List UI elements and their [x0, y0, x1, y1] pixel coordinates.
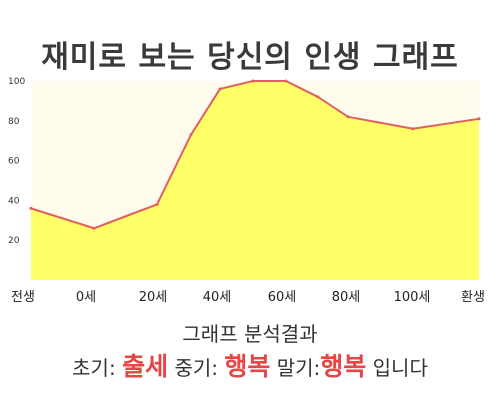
x-tick-label: 40세 — [203, 290, 232, 305]
middle-value: 행복 — [224, 352, 271, 381]
early-value: 출세 — [122, 352, 169, 381]
y-tick-label: 20 — [8, 236, 20, 246]
x-tick-label: 20세 — [139, 290, 168, 305]
analysis-result: 초기: 출세 중기: 행복 말기:행복 입니다 — [0, 347, 500, 383]
data-point — [155, 202, 159, 206]
analysis-heading: 그래프 분석결과 — [182, 322, 318, 346]
data-point — [284, 79, 288, 83]
data-point — [189, 133, 193, 137]
x-tick-label: 0세 — [76, 290, 96, 305]
y-tick-label: 40 — [8, 196, 20, 206]
data-point — [477, 117, 481, 121]
data-point — [92, 226, 96, 230]
data-point — [316, 95, 320, 99]
x-tick-label: 80세 — [332, 290, 361, 305]
y-tick-label: 60 — [8, 157, 20, 167]
y-tick-label: 80 — [8, 117, 20, 127]
ending-text: 입니다 — [372, 356, 428, 380]
data-point — [411, 127, 415, 131]
late-label: 말기: — [276, 356, 321, 380]
x-tick-label: 60세 — [268, 290, 297, 305]
x-tick-label: 환생 — [461, 290, 485, 305]
area-fill — [31, 81, 479, 280]
data-point — [251, 79, 255, 83]
middle-label: 중기: — [174, 356, 218, 380]
data-point — [218, 87, 222, 91]
x-tick-label: 전생 — [11, 290, 35, 305]
chart-title: 재미로 보는 당신의 인생 그래프 — [41, 40, 459, 75]
data-point — [29, 206, 33, 210]
x-tick-label: 100세 — [394, 290, 431, 305]
early-label: 초기: — [72, 356, 116, 380]
data-point — [346, 115, 350, 119]
late-value: 행복 — [320, 352, 367, 381]
y-tick-label: 100 — [8, 77, 25, 87]
